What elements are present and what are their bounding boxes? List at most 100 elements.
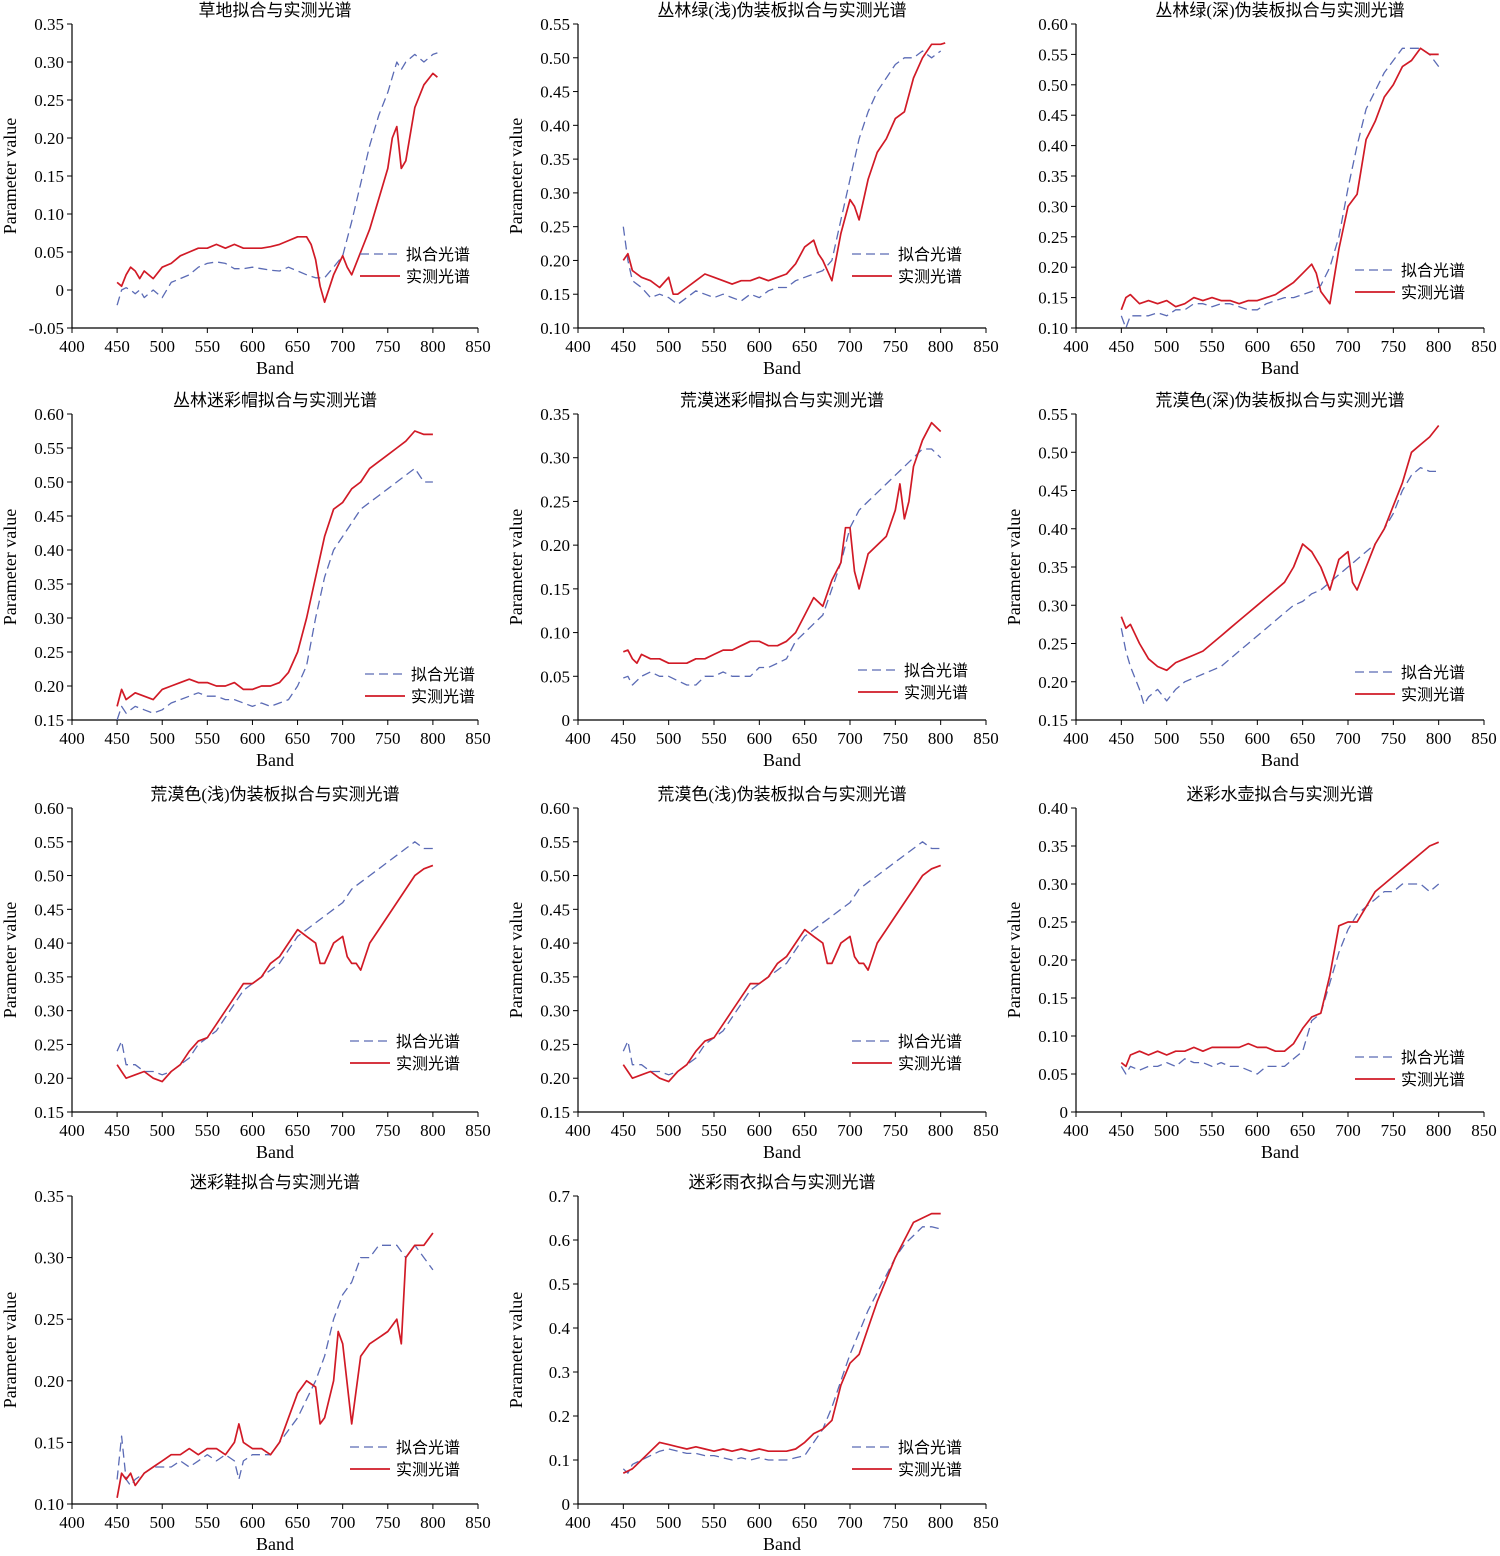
x-tick-label: 700	[837, 729, 863, 748]
x-tick-label: 550	[195, 1121, 221, 1140]
legend-fit-label: 拟合光谱	[406, 246, 470, 264]
y-axis-label: Parameter value	[506, 509, 526, 625]
y-tick-label: 0.15	[34, 167, 64, 186]
legend-measured-label: 实测光谱	[898, 268, 962, 286]
y-tick-label: 0.6	[549, 1231, 570, 1250]
x-tick-label: 450	[611, 1513, 637, 1532]
measured-spectrum-line	[622, 864, 941, 1083]
y-axis-label: Parameter value	[0, 902, 20, 1018]
y-tick-label: 0.20	[540, 1069, 570, 1088]
measured-spectrum-line	[623, 421, 942, 665]
chart-title: 草地拟合与实测光谱	[199, 1, 352, 20]
y-tick-label: 0.20	[1038, 673, 1068, 692]
x-axis-label: Band	[256, 1142, 294, 1162]
y-tick-label: 0.60	[1038, 15, 1068, 34]
y-tick-label: 0.30	[1038, 596, 1068, 615]
x-tick-label: 400	[565, 1121, 591, 1140]
y-tick-label: 0.5	[549, 1275, 570, 1294]
x-tick-label: 850	[973, 337, 999, 356]
y-tick-label: 0.35	[34, 15, 64, 34]
chart-panel-11: 迷彩雨衣拟合与实测光谱 400 450 500 550 600 650 700 750 800 85…	[506, 1173, 999, 1554]
legend-fit-label: 拟合光谱	[898, 1033, 962, 1051]
x-tick-label: 650	[792, 729, 818, 748]
chart-title: 迷彩雨衣拟合与实测光谱	[689, 1173, 876, 1192]
legend-fit-label: 拟合光谱	[1401, 262, 1465, 280]
x-axis-label: Band	[1261, 1142, 1299, 1162]
x-axis-label: Band	[763, 358, 801, 378]
fit-spectrum-line	[116, 1244, 434, 1487]
x-tick-label: 750	[375, 1121, 401, 1140]
x-tick-label: 500	[656, 337, 682, 356]
y-tick-label: 0.30	[34, 1002, 64, 1021]
fit-spectrum-line	[622, 1226, 941, 1474]
fit-spectrum-line	[1120, 883, 1440, 1075]
x-tick-label: 550	[1199, 729, 1225, 748]
y-tick-label: 0.45	[34, 900, 64, 919]
x-tick-label: 700	[1335, 337, 1361, 356]
chart-panel-8: 荒漠色(浅)伪装板拟合与实测光谱 400 450 500 550 600 650 700 750…	[506, 785, 999, 1162]
chart-panel-10: 迷彩鞋拟合与实测光谱 400 450 500 550 600 650 700 750 800 850…	[0, 1173, 491, 1554]
legend-fit-label: 拟合光谱	[396, 1439, 460, 1457]
x-axis-label: Band	[1261, 750, 1299, 770]
y-tick-label: 0.55	[34, 439, 64, 458]
x-tick-label: 650	[285, 1121, 311, 1140]
fit-spectrum-line	[622, 50, 942, 306]
x-tick-label: 750	[883, 729, 909, 748]
x-tick-label: 500	[1154, 729, 1180, 748]
y-tick-label: 0.15	[540, 285, 570, 304]
x-tick-label: 600	[747, 1121, 773, 1140]
x-tick-label: 450	[1109, 1121, 1135, 1140]
y-tick-label: 0.35	[540, 968, 570, 987]
y-tick-label: 0.10	[34, 1495, 64, 1514]
x-tick-label: 850	[465, 729, 491, 748]
x-tick-label: 850	[465, 1513, 491, 1532]
y-tick-label: 0.20	[1038, 951, 1068, 970]
y-axis-label: Parameter value	[506, 1292, 526, 1408]
x-tick-label: 700	[330, 337, 356, 356]
y-tick-label: 0.40	[34, 541, 64, 560]
legend-measured-label: 实测光谱	[396, 1055, 460, 1073]
y-tick-label: 0.10	[34, 205, 64, 224]
x-tick-label: 850	[465, 337, 491, 356]
y-tick-label: 0.10	[540, 319, 570, 338]
legend-fit-label: 拟合光谱	[898, 1439, 962, 1457]
x-tick-label: 450	[104, 729, 130, 748]
measured-spectrum-line	[1120, 424, 1440, 672]
x-tick-label: 400	[59, 1121, 85, 1140]
chart-panel-7: 荒漠色(浅)伪装板拟合与实测光谱 400 450 500 550 600 650 700 750…	[0, 785, 491, 1162]
y-tick-label: 0.55	[1038, 405, 1068, 424]
x-tick-label: 550	[195, 1513, 221, 1532]
x-tick-label: 450	[104, 337, 130, 356]
x-tick-label: 850	[465, 1121, 491, 1140]
y-tick-label: 0.3	[549, 1363, 570, 1382]
x-tick-label: 600	[747, 729, 773, 748]
measured-spectrum-line	[1120, 841, 1440, 1068]
y-tick-label: 0.40	[540, 116, 570, 135]
x-tick-label: 550	[1199, 1121, 1225, 1140]
y-tick-label: 0.40	[34, 934, 64, 953]
x-tick-label: 750	[1381, 729, 1407, 748]
x-axis-label: Band	[763, 750, 801, 770]
y-tick-label: 0.15	[540, 580, 570, 599]
y-tick-label: 0.40	[540, 934, 570, 953]
y-tick-label: 0.15	[34, 1433, 64, 1452]
x-tick-label: 800	[1426, 337, 1452, 356]
legend-fit-label: 拟合光谱	[411, 666, 475, 684]
x-axis-label: Band	[256, 750, 294, 770]
x-tick-label: 800	[1426, 729, 1452, 748]
fit-spectrum-line	[623, 448, 942, 686]
legend-measured-label: 实测光谱	[898, 1461, 962, 1479]
x-tick-label: 450	[104, 1121, 130, 1140]
legend-fit-label: 拟合光谱	[1401, 664, 1465, 682]
x-tick-label: 800	[928, 1121, 954, 1140]
chart-title: 丛林绿(浅)伪装板拟合与实测光谱	[657, 1, 906, 20]
y-tick-label: 0.1	[549, 1451, 570, 1470]
x-tick-label: 400	[1063, 1121, 1089, 1140]
x-tick-label: 650	[792, 1513, 818, 1532]
x-tick-label: 700	[330, 1121, 356, 1140]
y-axis-label: Parameter value	[0, 509, 20, 625]
y-tick-label: 0.7	[549, 1187, 571, 1206]
